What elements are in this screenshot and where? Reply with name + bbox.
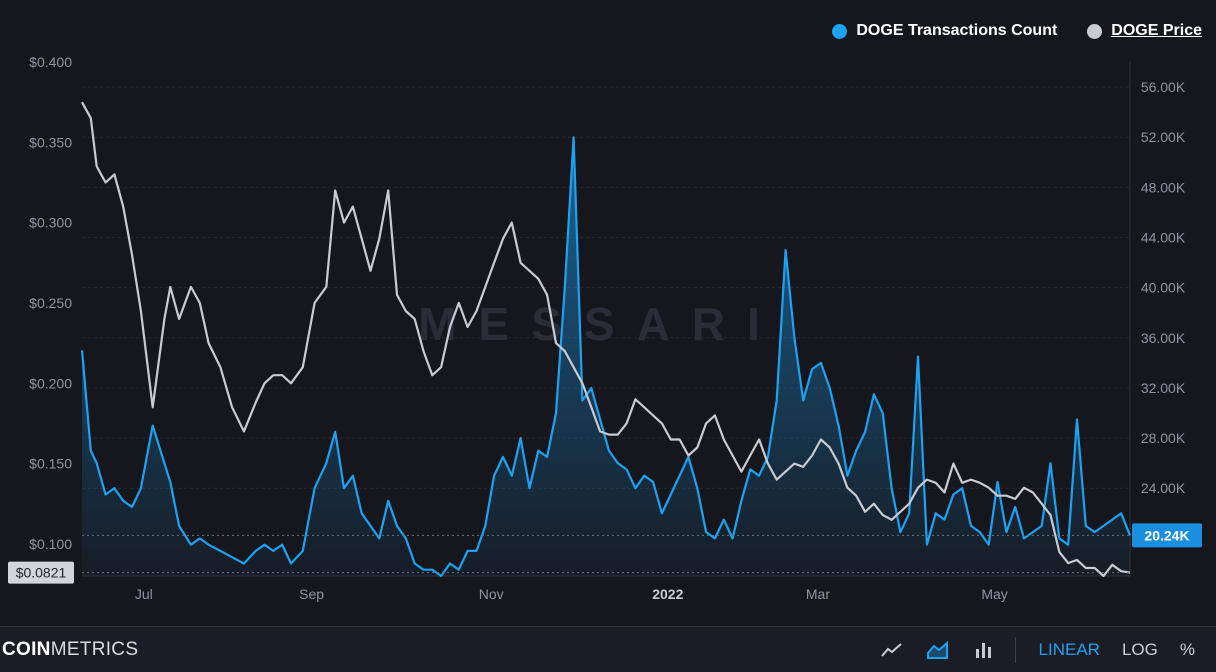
price-badge-bg (8, 561, 74, 584)
right-tick-label: 24.00K (1141, 480, 1186, 496)
x-tick-label: May (981, 586, 1007, 602)
area-chart-icon[interactable] (926, 638, 950, 662)
right-tick-label: 44.00K (1141, 230, 1186, 246)
left-tick-label: $0.400 (29, 54, 72, 70)
series-layer (80, 101, 1132, 578)
x-axis: Jul Sep Nov 2022 Mar May (82, 575, 1130, 602)
scale-percent-button[interactable]: % (1179, 639, 1195, 659)
tx-series-line (80, 136, 1132, 578)
left-axis: $0.400 $0.350 $0.300 $0.250 $0.200 $0.150 $0.1… (29, 54, 72, 552)
right-tick-label: 40.00K (1141, 280, 1186, 296)
tx-area-fill (82, 137, 1130, 576)
x-tick-label: Nov (479, 586, 504, 602)
left-tick-label: $0.100 (29, 536, 72, 552)
left-tick-label: $0.150 (29, 456, 72, 472)
right-tick-label: 36.00K (1141, 330, 1186, 346)
legend-dot-transactions-icon (832, 23, 848, 39)
footer-separator (1014, 636, 1016, 663)
line-chart-icon[interactable] (880, 638, 904, 662)
legend-label-transactions: DOGE Transactions Count (856, 22, 1058, 39)
right-tick-label: 48.00K (1141, 179, 1186, 195)
coinmetrics-logo: COINMETRICS (2, 638, 139, 660)
left-tick-label: $0.300 (29, 215, 72, 231)
x-tick-label: Sep (299, 586, 324, 602)
doge-chart[interactable]: MESSARI $0.400$0.350$0.300$0.250$0.200$0… (0, 0, 1216, 627)
legend-item-price[interactable]: DOGE Price (1087, 22, 1202, 40)
right-tick-label: 28.00K (1141, 430, 1186, 446)
grid-lines (82, 86, 1130, 489)
left-tick-label: $0.350 (29, 134, 72, 150)
price-series-line (81, 101, 1131, 578)
messari-watermark: MESSARI (418, 298, 782, 350)
left-tick-label: $0.200 (29, 375, 72, 391)
right-axis: 56.00K 52.00K 48.00K 44.00K 40.00K 36.00K 32.0… (1129, 62, 1186, 576)
left-tick-label: $0.250 (29, 295, 72, 311)
bar-chart-icon[interactable] (972, 638, 996, 662)
chart-legend: DOGE Transactions Count DOGE Price (832, 22, 1202, 40)
tx-badge: 20.24K (1144, 527, 1189, 543)
x-tick-label: Jul (135, 586, 153, 602)
right-tick-label: 32.00K (1141, 380, 1186, 396)
legend-dot-price-icon (1087, 23, 1103, 39)
right-tick-label: 56.00K (1141, 79, 1186, 95)
scale-linear-button[interactable]: LINEAR (1038, 639, 1100, 659)
legend-item-transactions[interactable]: DOGE Transactions Count (832, 22, 1057, 40)
right-tick-label: 52.00K (1141, 129, 1186, 145)
x-tick-label: 2022 (652, 586, 683, 602)
footer-bar: COINMETRICS LINEAR LOG % (0, 626, 1216, 672)
tx-badge-bg (1132, 523, 1202, 548)
price-badge: $0.0821 (16, 565, 67, 581)
value-badges: $0.0821 20.24K (8, 523, 1202, 584)
scale-log-button[interactable]: LOG (1121, 639, 1158, 659)
x-tick-label: Mar (806, 586, 830, 602)
legend-label-price: DOGE Price (1111, 22, 1202, 39)
